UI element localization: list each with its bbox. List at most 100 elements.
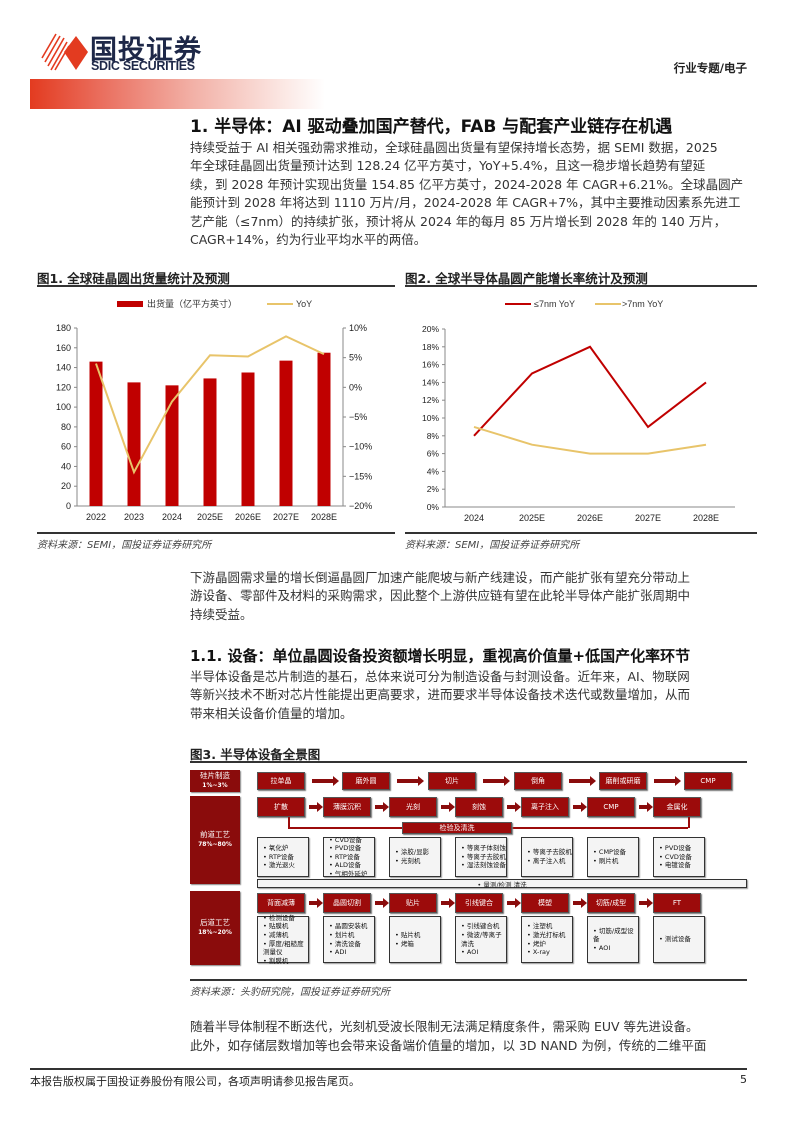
front-end-step-box: 刻蚀 [455, 797, 503, 817]
figure-3-bottom-rule [190, 979, 747, 981]
equipment-item: 光刻机 [395, 857, 440, 866]
back-end-step-box: 切筋/成型 [587, 893, 635, 913]
figure-1-source: 资料来源：SEMI，国投证券证券研究所 [37, 540, 212, 551]
svg-text:≤7nm YoY: ≤7nm YoY [534, 299, 575, 309]
logo-chinese-name: 国投证券 [90, 35, 202, 66]
back-end-equipment-box: 贴片机烤箱 [389, 916, 441, 963]
equipment-item: 涂胶/显影 [395, 848, 440, 857]
header-gradient-bar [30, 79, 325, 109]
logo-english-name: SDIC SECURITIES [91, 59, 195, 73]
equipment-item: 测试设备 [659, 935, 704, 944]
equipment-item: 烤炉 [527, 940, 572, 949]
arrow-icon [441, 898, 455, 908]
section-1-paragraph-2: 下游晶圆需求量的增长倒逼晶圆厂加速产能爬坡与新产线建设，而产能扩张有望充分带动上… [190, 569, 750, 624]
equipment-item: 刷片机 [593, 857, 638, 866]
chart-1-bars [89, 352, 331, 506]
inspection-cleaning-box: 检验及清洗 [402, 822, 512, 834]
back-end-step-box: 引线键合 [455, 893, 503, 913]
feedback-line [288, 817, 290, 828]
svg-text:160: 160 [56, 343, 71, 353]
paragraph-line: 下游晶圆需求量的增长倒逼晶圆厂加速产能爬坡与新产线建设，而产能扩张有望充分带动上 [190, 570, 691, 585]
equipment-item: 烤箱 [395, 940, 440, 949]
section-1-heading: 1. 半导体：AI 驱动叠加国产替代，FAB 与配套产业链存在机遇 [190, 117, 673, 137]
svg-text:−15%: −15% [349, 471, 372, 481]
front-end-step-box: CMP [587, 797, 635, 817]
svg-text:16%: 16% [422, 360, 439, 370]
figure-1-chart: 出货量（亿平方英寸） YoY 0 20 40 60 80 100 120 140 160 180 −20… [37, 290, 395, 530]
front-end-equipment-box: CVD设备PVD设备RTP设备ALD设备气相外延炉 [323, 836, 375, 878]
equipment-item: RTP设备 [329, 853, 374, 862]
arrow-icon [483, 776, 510, 786]
wafer-step-box: 磨外圆 [342, 772, 390, 790]
paragraph-line: 随着半导体制程不断迭代，光刻机受波长限制无法满足精度条件，需采购 EUV 等先进… [190, 1019, 699, 1034]
equipment-item: 晶圆安装机 [329, 922, 374, 931]
wafer-manufacturing-label: 硅片制造 1%~3% [190, 770, 240, 792]
semiconductor-equipment-diagram: 硅片制造 1%~3% 拉单晶 磨外圆 切片 倒角 磨削或研磨 CMP 前道工艺 78%~80% 扩散… [190, 765, 747, 975]
section-1-paragraph: 持续受益于 AI 相关强劲需求推动，全球硅晶圆出货量有望保持增长态势，据 SEM… [190, 139, 750, 249]
arrow-icon [312, 776, 339, 786]
equipment-item: PVD设备 [659, 844, 704, 853]
back-end-equipment-box: 检测设备贴膜机减薄机厚度/粗糙度测量仪割膜机 [257, 914, 309, 966]
chart-2-le7nm-line [473, 345, 707, 437]
paragraph-line: 游设备、零部件及材料的采购需求，因此整个上游供应链有望在此轮半导体产能扩张周期中 [190, 588, 691, 604]
svg-text:80: 80 [61, 422, 71, 432]
arrow-icon [375, 898, 389, 908]
section-1-1-heading: 1.1. 设备：单位晶圆设备投资额增长明显，重视高价值量+低国产化率环节 [190, 647, 691, 665]
svg-text:YoY: YoY [296, 299, 312, 309]
figure-1-title: 图1. 全球硅晶圆出货量统计及预测 [37, 271, 230, 286]
equipment-item: 割膜机 [263, 957, 308, 966]
equipment-item: 离子注入机 [527, 857, 572, 866]
front-end-equipment-box: PVD设备CVD设备电镀设备 [653, 837, 705, 877]
arrow-icon [639, 898, 653, 908]
logo-icon [40, 30, 88, 72]
equipment-item: 厚度/粗糙度测量仪 [263, 940, 308, 957]
figure-3-title: 图3. 半导体设备全景图 [190, 747, 321, 762]
equipment-item: 电镀设备 [659, 861, 704, 870]
paragraph-line: 艺产能（≤7nm）的持续扩张，预计将从 2024 年的每月 85 万片增长到 2… [190, 213, 727, 229]
front-end-equipment-box: 等离子去胶机离子注入机 [521, 837, 573, 877]
chart-1-legend: 出货量（亿平方英寸） YoY [117, 298, 312, 309]
arrow-icon [569, 776, 596, 786]
equipment-item: 贴膜机 [263, 922, 308, 931]
chart-2-gt7nm-line [473, 425, 707, 455]
arrow-icon [639, 802, 653, 812]
svg-text:6%: 6% [427, 449, 440, 459]
paragraph-line: 持续受益于 AI 相关强劲需求推动，全球硅晶圆出货量有望保持增长态势，据 SEM… [190, 140, 718, 155]
svg-text:20%: 20% [422, 324, 439, 334]
equipment-item: 等离子去胶机 [461, 853, 506, 862]
svg-text:2%: 2% [427, 484, 440, 494]
equipment-item: CVD设备 [329, 836, 374, 845]
equipment-item: 湿法刻蚀设备 [461, 861, 506, 870]
arrow-icon [654, 776, 681, 786]
svg-text:2028E: 2028E [693, 513, 719, 523]
svg-text:0: 0 [66, 501, 71, 511]
svg-text:10%: 10% [422, 413, 439, 423]
footer-rule [30, 1068, 747, 1070]
equipment-item: 清洗设备 [329, 940, 374, 949]
front-end-process-label: 前道工艺 78%~80% [190, 796, 240, 884]
svg-text:4%: 4% [427, 466, 440, 476]
arrow-icon [441, 802, 455, 812]
wafer-step-box: 拉单晶 [257, 772, 305, 790]
front-end-equipment-box: CMP设备刷片机 [587, 837, 639, 877]
chart-1-yoy-line [95, 335, 325, 475]
front-end-step-box: 扩散 [257, 797, 305, 817]
equipment-item: 激光退火 [263, 861, 308, 870]
svg-text:60: 60 [61, 442, 71, 452]
wafer-step-box: CMP [684, 772, 732, 790]
paragraph-line: 能预计到 2028 年将达到 1110 万片/月，2024-2028 年 CAG… [190, 195, 741, 211]
equipment-item: ADI [329, 948, 374, 957]
svg-text:>7nm YoY: >7nm YoY [622, 299, 663, 309]
equipment-item: 检测设备 [263, 914, 308, 923]
svg-text:出货量（亿平方英寸）: 出货量（亿平方英寸） [147, 298, 237, 309]
back-end-equipment-box: 测试设备 [653, 916, 705, 963]
equipment-item: CMP设备 [593, 848, 638, 857]
equipment-item: X-ray [527, 948, 572, 957]
back-end-step-box: 晶圆切割 [323, 893, 371, 913]
front-end-step-box: 薄膜沉积 [323, 797, 371, 817]
closing-paragraph: 随着半导体制程不断迭代，光刻机受波长限制无法满足精度条件，需采购 EUV 等先进… [190, 1017, 750, 1055]
equipment-item: ALD设备 [329, 861, 374, 870]
figure-2-title: 图2. 全球半导体晶圆产能增长率统计及预测 [405, 271, 648, 286]
back-end-step-box: 贴片 [389, 893, 437, 913]
arrow-icon [573, 898, 587, 908]
